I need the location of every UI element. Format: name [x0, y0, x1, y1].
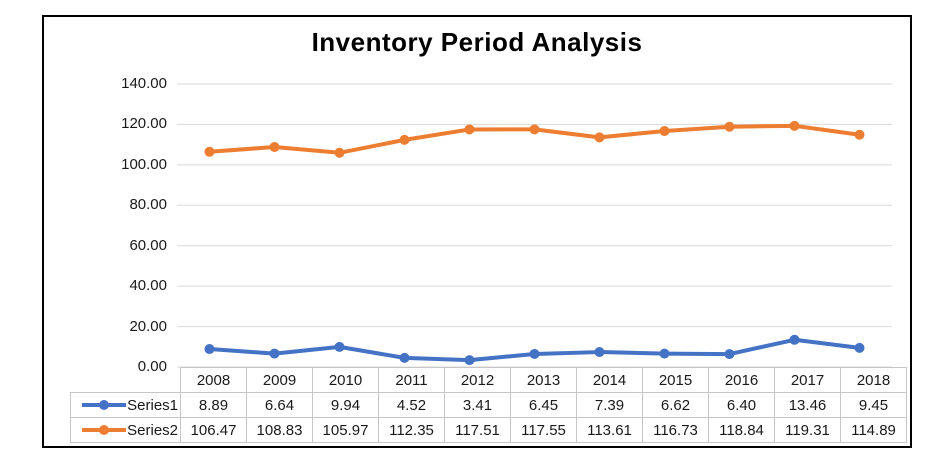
data-table: 2008 2009 2010 2011 2012 2013 2014 2015 2016 2017…: [70, 367, 907, 443]
series1-marker: [464, 355, 475, 366]
chart-title: Inventory Period Analysis: [311, 27, 643, 57]
value-cell: 4.52: [378, 392, 445, 418]
series2-marker: [464, 124, 475, 135]
value-cell: 117.51: [444, 417, 511, 443]
value-cell: 112.35: [378, 417, 445, 443]
year-header-cell: 2016: [708, 367, 775, 393]
y-axis-tick-label: 60.00: [129, 236, 167, 254]
value-cell: 9.94: [312, 392, 379, 418]
value-cell: 116.73: [642, 417, 709, 443]
value-cell: 113.61: [576, 417, 643, 443]
legend-label: Series2: [127, 421, 178, 439]
chart-frame[interactable]: Inventory Period Analysis 0.00 20.00 40.00…: [42, 15, 912, 448]
value-cell: 6.40: [708, 392, 775, 418]
series1-marker: [399, 352, 410, 363]
value-cell: 105.97: [312, 417, 379, 443]
legend-cell-series2: Series2: [70, 417, 181, 443]
legend-line-marker-icon: [82, 425, 127, 436]
series2-marker: [594, 132, 605, 143]
value-cell: 6.45: [510, 392, 577, 418]
y-axis-tick-label: 140.00: [121, 75, 167, 92]
value-cell: 8.89: [180, 392, 247, 418]
value-cell: 6.64: [246, 392, 313, 418]
table-row-series2: Series2 106.47 108.83 105.97 112.35 117.51 117…: [70, 417, 907, 443]
series2-marker: [854, 129, 865, 140]
series2-marker: [334, 147, 345, 158]
series1-marker: [594, 347, 605, 358]
series2-marker: [659, 126, 670, 137]
series2-marker: [724, 121, 735, 132]
series2-marker: [529, 124, 540, 135]
year-header-cell: 2009: [246, 367, 313, 393]
value-cell: 114.89: [840, 417, 907, 443]
y-axis-tick-label: 80.00: [129, 196, 167, 214]
legend-marker: [99, 425, 110, 436]
series1-marker: [334, 341, 345, 352]
series2-marker: [789, 120, 800, 131]
series2-marker: [399, 134, 410, 145]
year-header-cell: 2011: [378, 367, 445, 393]
value-cell: 6.62: [642, 392, 709, 418]
y-axis-tick-label: 40.00: [129, 277, 167, 295]
year-header-cell: 2014: [576, 367, 643, 393]
legend-label: Series1: [127, 396, 178, 414]
year-header-cell: 2012: [444, 367, 511, 393]
value-cell: 117.55: [510, 417, 577, 443]
value-cell: 7.39: [576, 392, 643, 418]
value-cell: 108.83: [246, 417, 313, 443]
legend-marker: [99, 400, 110, 411]
legend-key: Series2: [81, 422, 178, 439]
year-header-cell: 2015: [642, 367, 709, 393]
year-header-cell: 2013: [510, 367, 577, 393]
value-cell: 13.46: [774, 392, 841, 418]
series2-marker: [269, 142, 280, 153]
year-header-row: 2008 2009 2010 2011 2012 2013 2014 2015 2016 2017…: [71, 367, 907, 393]
value-cell: 118.84: [708, 417, 775, 443]
series1-marker: [529, 348, 540, 359]
legend-cell-series1: Series1: [70, 392, 181, 418]
series1-marker: [659, 348, 670, 359]
year-header-cell: 2010: [312, 367, 379, 393]
table-row-series1: Series1 8.89 6.64 9.94 4.52 3.41 6.45 7.39 6.62 6…: [70, 392, 907, 418]
year-header-cell: 2008: [180, 367, 247, 393]
y-axis-tick-label: 120.00: [121, 115, 167, 133]
plot-area: [177, 83, 892, 368]
value-cell: 106.47: [180, 417, 247, 443]
value-cell: 119.31: [774, 417, 841, 443]
value-cell: 9.45: [840, 392, 907, 418]
legend-line-marker-icon: [82, 400, 127, 411]
y-axis-tick-label: 0.00: [137, 358, 167, 375]
series1-marker: [854, 342, 865, 353]
y-axis-tick-label: 20.00: [129, 317, 167, 335]
series1-marker: [269, 348, 280, 359]
series2-marker: [204, 146, 215, 157]
value-cell: 3.41: [444, 392, 511, 418]
year-header-cell: 2017: [774, 367, 841, 393]
table-corner-cell: [71, 368, 181, 393]
series1-marker: [724, 349, 735, 360]
y-axis-tick-label: 100.00: [121, 155, 167, 173]
year-header-cell: 2018: [840, 367, 907, 393]
legend-key: Series1: [81, 397, 178, 414]
series1-marker: [789, 334, 800, 345]
series1-marker: [204, 344, 215, 355]
